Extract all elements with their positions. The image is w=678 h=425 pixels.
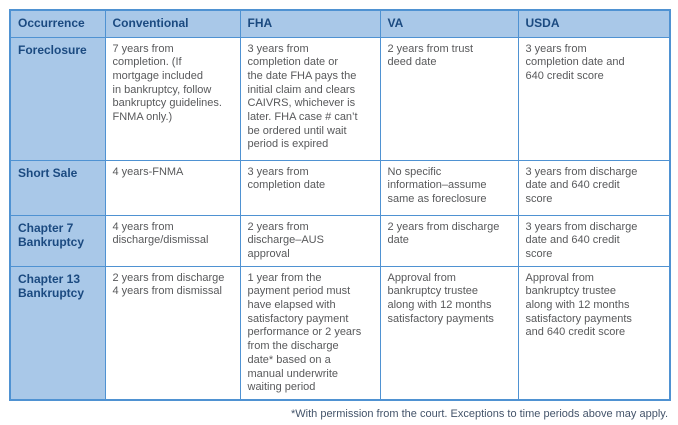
row-header-foreclosure: Foreclosure [9,36,106,161]
footnote: *With permission from the court. Excepti… [290,408,668,421]
table-row-chapter13: Chapter 13 Bankruptcy 2 years from disch… [9,265,671,401]
cell-short-sale-conventional: 4 years-FNMA [104,159,241,216]
header-row: Occurrence Conventional FHA VA USDA [9,9,671,38]
row-header-chapter7: Chapter 7 Bankruptcy [9,214,106,267]
cell-chapter7-va: 2 years from discharge date [379,214,519,267]
cell-chapter7-fha: 2 years from discharge–AUS approval [239,214,381,267]
cell-foreclosure-fha: 3 years from completion date or the date… [239,36,381,161]
row-header-short-sale: Short Sale [9,159,106,216]
column-header-usda: USDA [517,9,671,38]
row-header-chapter13: Chapter 13 Bankruptcy [9,265,106,401]
column-header-conventional: Conventional [104,9,241,38]
cell-short-sale-fha: 3 years from completion date [239,159,381,216]
cell-chapter13-usda: Approval from bankruptcy trustee along w… [517,265,671,401]
cell-chapter7-conventional: 4 years from discharge/dismissal [104,214,241,267]
cell-chapter7-usda: 3 years from discharge date and 640 cred… [517,214,671,267]
cell-short-sale-va: No specific information–assume same as f… [379,159,519,216]
column-header-fha: FHA [239,9,381,38]
cell-foreclosure-conventional: 7 years from completion. (If mortgage in… [104,36,241,161]
cell-foreclosure-usda: 3 years from completion date and 640 cre… [517,36,671,161]
column-header-va: VA [379,9,519,38]
cell-chapter13-va: Approval from bankruptcy trustee along w… [379,265,519,401]
cell-short-sale-usda: 3 years from discharge date and 640 cred… [517,159,671,216]
table-row-chapter7: Chapter 7 Bankruptcy 4 years from discha… [9,214,671,267]
table-row-short-sale: Short Sale 4 years-FNMA 3 years from com… [9,159,671,216]
cell-chapter13-conventional: 2 years from discharge 4 years from dism… [104,265,241,401]
column-header-occurrence: Occurrence [9,9,106,38]
cell-chapter13-fha: 1 year from the payment period must have… [239,265,381,401]
table-row-foreclosure: Foreclosure 7 years from completion. (If… [9,36,671,161]
cell-foreclosure-va: 2 years from trust deed date [379,36,519,161]
waiting-periods-table: Occurrence Conventional FHA VA USDA Fore… [9,9,671,402]
